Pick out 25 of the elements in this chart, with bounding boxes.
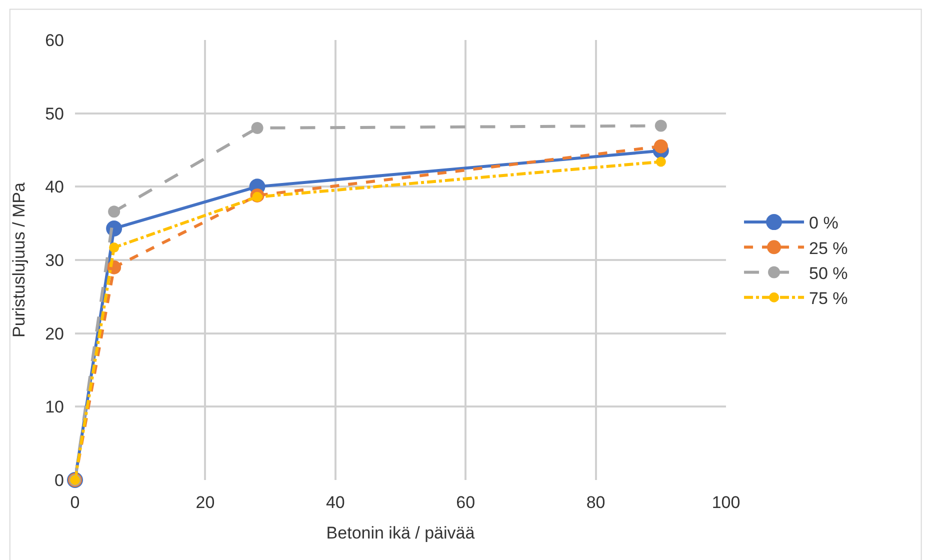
x-tick-label: 20 (196, 493, 215, 512)
x-tick-label: 40 (326, 493, 345, 512)
x-tick-label: 100 (712, 493, 740, 512)
x-tick-label: 60 (456, 493, 476, 512)
legend-label: 0 % (809, 214, 838, 233)
y-tick-label: 30 (45, 250, 64, 270)
point (654, 139, 668, 154)
x-axis-title: Betonin ikä / päivää (326, 523, 476, 542)
legend-label: 75 % (809, 288, 848, 308)
y-tick-label: 0 (54, 470, 64, 490)
y-tick-label: 20 (45, 324, 64, 344)
point (654, 120, 667, 132)
y-tick-label: 60 (45, 30, 64, 50)
x-tick-label: 80 (586, 493, 606, 512)
point (109, 242, 120, 253)
y-tick-label: 50 (45, 104, 64, 124)
legend-label: 25 % (809, 238, 848, 258)
x-tick-label: 0 (70, 493, 80, 512)
legend-label: 50 % (809, 264, 848, 283)
y-axis-title: Puristuslujuus / MPa (10, 182, 29, 338)
point (656, 156, 666, 167)
y-tick-label: 10 (45, 398, 64, 417)
point (108, 206, 120, 218)
y-tick-label: 40 (45, 178, 64, 197)
point (251, 122, 264, 134)
